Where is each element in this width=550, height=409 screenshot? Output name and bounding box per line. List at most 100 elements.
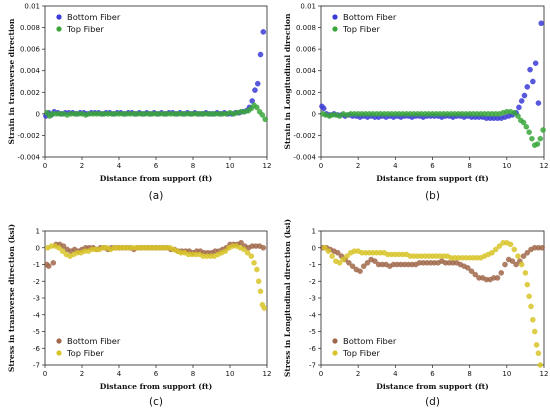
- legend-label-bottom-fiber: Bottom Fiber: [67, 12, 121, 22]
- y-tick-label: -5: [309, 328, 316, 336]
- point-top-fiber: [522, 270, 529, 276]
- point-top-fiber: [255, 278, 262, 284]
- x-tick-label: 6: [154, 162, 159, 170]
- point-top-fiber: [336, 260, 343, 266]
- point-top-fiber: [254, 104, 260, 111]
- point-bottom-fiber: [372, 258, 378, 264]
- y-tick-label: 0.01: [300, 3, 316, 11]
- point-bottom-fiber: [360, 263, 367, 269]
- chart-panel-a: 0 2 4 6 8 10 12 -0.004 -0.002 0 0.002 0.004 0.006 0.0…: [7, 3, 271, 203]
- x-tick-label: 0: [319, 162, 323, 170]
- point-top-fiber: [530, 317, 536, 323]
- point-top-fiber: [329, 253, 335, 259]
- point-top-fiber: [248, 253, 255, 259]
- y-axis-label: Stress in Longitudinal direction (ksi): [283, 219, 292, 377]
- legend-label-bottom-fiber: Bottom Fiber: [67, 336, 121, 346]
- point-top-fiber: [511, 246, 518, 253]
- point-bottom-fiber: [254, 80, 261, 87]
- x-tick-label: 6: [154, 370, 159, 378]
- y-tick-label: 0: [36, 110, 40, 118]
- y-tick-label: 0.004: [20, 67, 41, 75]
- point-top-fiber: [507, 241, 514, 248]
- x-tick-label: 4: [393, 370, 398, 378]
- point-bottom-fiber: [357, 268, 363, 274]
- legend-label-top-fiber: Top Fiber: [66, 348, 104, 358]
- y-tick-label: -4: [309, 311, 317, 319]
- y-tick-label: 0: [36, 244, 40, 252]
- x-tick-label: 4: [117, 162, 122, 170]
- point-top-fiber: [520, 119, 527, 126]
- point-top-fiber: [534, 141, 541, 147]
- y-tick-label: 0.004: [296, 67, 317, 75]
- x-tick-label: 10: [226, 162, 235, 170]
- point-bottom-fiber: [509, 258, 516, 264]
- x-tick-label: 12: [540, 162, 549, 170]
- point-top-fiber: [526, 293, 532, 300]
- point-bottom-fiber: [524, 84, 531, 90]
- chart-panel-c: 0 2 4 6 8 10 12 -7 -6 -5 -4 -3 -2 -1 0 1 Distance from …: [7, 224, 271, 408]
- y-tick-label: -0.004: [293, 154, 316, 162]
- point-top-fiber: [244, 250, 251, 256]
- legend-label-top-fiber: Top Fiber: [66, 24, 104, 34]
- x-tick-label: 2: [356, 162, 360, 170]
- point-top-fiber: [325, 248, 332, 254]
- point-bottom-fiber: [535, 100, 542, 106]
- legend-label-bottom-fiber: Bottom Fiber: [343, 336, 397, 346]
- point-bottom-fiber: [502, 261, 508, 268]
- legend: Bottom Fiber Top Fiber: [332, 336, 397, 358]
- x-tick-label: 10: [502, 370, 511, 378]
- y-tick-label: 0.008: [20, 24, 40, 32]
- chart-panel-d: 0 2 4 6 8 10 12 -7 -6 -5 -4 -3 -2 -1 0 1 Distance from …: [283, 219, 548, 408]
- legend-marker-top-fiber: [56, 26, 62, 32]
- x-tick-label: 0: [319, 370, 323, 378]
- y-tick-label: 0.01: [24, 3, 40, 11]
- point-top-fiber: [529, 135, 535, 142]
- point-top-fiber: [321, 244, 328, 251]
- point-bottom-fiber: [538, 20, 544, 27]
- point-top-fiber: [526, 129, 532, 135]
- x-tick-label: 6: [430, 370, 435, 378]
- point-bottom-fiber: [532, 60, 539, 66]
- point-bottom-fiber: [349, 263, 356, 269]
- legend-marker-bottom-fiber: [56, 338, 62, 344]
- y-tick-label: -2: [309, 278, 316, 286]
- x-axis-label: Distance from support (ft): [100, 174, 212, 183]
- y-tick-label: 1: [36, 228, 40, 236]
- x-tick-label: 0: [43, 370, 47, 378]
- point-top-fiber: [257, 288, 264, 295]
- legend-label-bottom-fiber: Bottom Fiber: [343, 12, 397, 22]
- point-top-fiber: [515, 113, 521, 119]
- point-bottom-fiber: [468, 268, 475, 274]
- x-tick-label: 2: [80, 162, 84, 170]
- y-tick-label: -0.004: [17, 154, 40, 162]
- point-top-fiber: [537, 135, 544, 142]
- point-bottom-fiber: [539, 244, 545, 251]
- point-bottom-fiber: [498, 270, 505, 276]
- legend: Bottom Fiber Top Fiber: [56, 336, 121, 358]
- panel-caption: (b): [425, 190, 440, 202]
- x-tick-label: 4: [117, 370, 122, 378]
- point-top-fiber: [222, 248, 229, 254]
- y-tick-label: -7: [33, 362, 40, 370]
- point-top-fiber: [533, 342, 540, 348]
- x-tick-label: 12: [263, 370, 272, 378]
- x-tick-label: 4: [393, 162, 398, 170]
- point-top-fiber: [254, 266, 260, 273]
- point-top-fiber: [492, 246, 499, 253]
- point-bottom-fiber: [50, 260, 57, 266]
- x-tick-label: 8: [191, 370, 195, 378]
- point-top-fiber: [344, 253, 350, 259]
- x-tick-label: 10: [226, 370, 235, 378]
- x-tick-label: 8: [191, 162, 195, 170]
- y-tick-label: 0.006: [20, 46, 41, 54]
- point-bottom-fiber: [494, 275, 501, 281]
- point-bottom-fiber: [516, 104, 522, 111]
- panel-caption: (a): [149, 190, 164, 202]
- legend-marker-top-fiber: [56, 350, 62, 356]
- legend-marker-top-fiber: [332, 350, 338, 356]
- y-axis-label: Strain in transverse direction: [7, 18, 16, 144]
- x-tick-label: 2: [80, 370, 84, 378]
- y-tick-label: 0.008: [296, 24, 316, 32]
- point-bottom-fiber: [513, 261, 519, 268]
